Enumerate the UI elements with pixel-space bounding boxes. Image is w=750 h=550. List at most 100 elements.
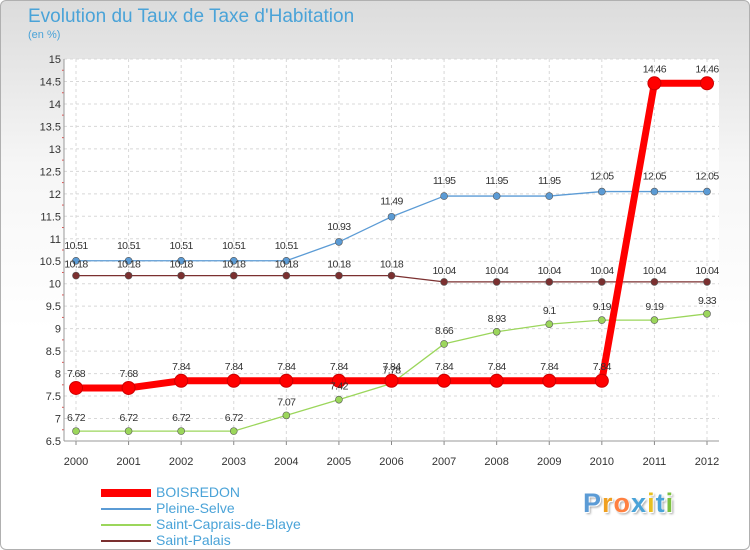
- data-label-saint-palais: 10.18: [222, 259, 246, 271]
- data-label-saint-palais: 10.18: [327, 259, 351, 271]
- x-tick-label: 2003: [222, 456, 246, 468]
- data-point-pleine-selve: [492, 192, 501, 200]
- data-point-saint-palais: [440, 278, 448, 286]
- data-point-pleine-selve: [703, 187, 711, 196]
- data-label-pleine-selve: 12.05: [695, 171, 719, 183]
- data-point-boisredon: [594, 373, 609, 388]
- data-label-boisredon: 14.46: [643, 63, 667, 75]
- data-label-saint-palais: 10.04: [432, 265, 456, 277]
- data-label-saint-caprais-de-blaye: 9.1: [543, 305, 557, 317]
- data-point-saint-palais: [545, 278, 554, 286]
- data-label-saint-palais: 10.18: [64, 259, 88, 271]
- data-point-saint-caprais-de-blaye: [598, 316, 606, 324]
- y-tick-label: 14: [49, 99, 61, 111]
- data-label-saint-palais: 10.04: [643, 265, 667, 277]
- data-label-saint-caprais-de-blaye: 7.78: [382, 364, 401, 376]
- y-tick-label: 8: [55, 369, 61, 381]
- y-tick-label: 12.5: [40, 166, 61, 178]
- legend-swatch: [101, 489, 151, 497]
- data-label-saint-palais: 10.04: [538, 265, 562, 277]
- data-label-boisredon: 7.84: [225, 361, 244, 373]
- data-label-boisredon: 7.84: [172, 361, 191, 373]
- logo-letter: o: [613, 488, 632, 518]
- data-point-saint-palais: [703, 278, 711, 286]
- x-tick-label: 2012: [695, 456, 719, 468]
- data-label-saint-palais: 10.04: [695, 265, 719, 277]
- logo-letter: x: [631, 488, 648, 518]
- logo-letter: P: [583, 488, 603, 518]
- data-point-saint-caprais-de-blaye: [440, 340, 448, 348]
- data-point-pleine-selve: [545, 192, 554, 200]
- logo-letter: i: [647, 488, 656, 518]
- data-label-pleine-selve: 10.51: [117, 240, 141, 252]
- data-point-boisredon: [69, 380, 83, 395]
- data-label-boisredon: 7.84: [593, 361, 612, 373]
- data-label-saint-caprais-de-blaye: 6.72: [120, 412, 139, 424]
- chart-title: Evolution du Taux de Taxe d'Habitation: [28, 6, 355, 27]
- data-label-boisredon: 7.68: [67, 368, 86, 380]
- data-label-boisredon: 7.84: [540, 361, 559, 373]
- data-point-boisredon: [226, 373, 241, 388]
- legend-swatch: [101, 508, 151, 510]
- data-point-boisredon: [437, 373, 452, 388]
- logo-letter: r: [602, 488, 614, 518]
- x-tick-label: 2008: [484, 456, 508, 468]
- data-point-boisredon: [384, 373, 399, 388]
- data-point-saint-palais: [492, 278, 501, 286]
- data-labels: 7.68 7.68 7.84 7.84 7.84 7.84 7.84 7.84 7.84 7.84…: [64, 63, 720, 424]
- data-point-pleine-selve: [650, 187, 659, 196]
- data-label-saint-palais: 10.04: [590, 265, 614, 277]
- y-tick-label: 8.5: [46, 346, 61, 358]
- data-point-pleine-selve: [440, 192, 448, 200]
- x-tick-label: 2006: [379, 456, 403, 468]
- data-label-boisredon: 7.84: [277, 361, 296, 373]
- data-label-saint-caprais-de-blaye: 9.19: [593, 301, 612, 313]
- y-tick-label: 14.5: [40, 76, 61, 88]
- y-tick-label: 12: [49, 189, 61, 201]
- data-point-boisredon: [121, 380, 136, 395]
- data-point-pleine-selve: [282, 256, 291, 265]
- data-point-saint-palais: [598, 278, 606, 286]
- legend-label: Saint-Palais: [156, 532, 231, 548]
- data-point-saint-palais: [335, 271, 343, 280]
- logo-letter: t: [655, 488, 666, 518]
- data-label-pleine-selve: 11.95: [538, 175, 561, 187]
- data-point-saint-caprais-de-blaye: [650, 316, 659, 324]
- x-tick-label: 2004: [274, 456, 298, 468]
- x-tick-label: 2011: [643, 456, 667, 468]
- data-point-boisredon: [542, 373, 557, 388]
- data-point-pleine-selve: [72, 256, 80, 265]
- y-tick-label: 10.5: [40, 256, 61, 268]
- data-label-saint-caprais-de-blaye: 7.07: [277, 396, 296, 408]
- data-label-boisredon: 7.84: [435, 361, 454, 373]
- data-label-pleine-selve: 10.51: [64, 240, 88, 252]
- data-label-saint-palais: 10.04: [485, 265, 509, 277]
- x-tick-label: 2007: [432, 456, 456, 468]
- data-point-saint-palais: [282, 271, 291, 280]
- data-label-saint-palais: 10.18: [380, 259, 404, 271]
- y-tick-label: 10: [49, 279, 61, 291]
- y-tick-label: 11.5: [40, 211, 61, 223]
- data-label-saint-caprais-de-blaye: 8.66: [435, 325, 454, 337]
- data-point-saint-caprais-de-blaye: [545, 320, 554, 328]
- y-tick-label: 7.5: [46, 391, 61, 403]
- legend-swatch: [101, 540, 151, 542]
- x-tick-label: 2005: [327, 456, 351, 468]
- proxiti-logo: Proxiti: [583, 488, 674, 519]
- data-point-boisredon: [647, 76, 662, 91]
- data-label-saint-caprais-de-blaye: 9.33: [698, 295, 717, 307]
- data-label-pleine-selve: 12.05: [643, 171, 667, 183]
- x-tick-label: 2000: [64, 456, 88, 468]
- data-point-boisredon: [489, 373, 504, 388]
- data-label-pleine-selve: 11.49: [380, 196, 403, 208]
- legend-label: Saint-Caprais-de-Blaye: [156, 516, 301, 532]
- data-point-boisredon: [174, 373, 189, 388]
- data-label-saint-palais: 10.18: [117, 259, 141, 271]
- data-label-pleine-selve: 11.95: [433, 175, 456, 187]
- y-tick-label: 13: [49, 144, 61, 156]
- data-point-pleine-selve: [598, 187, 606, 196]
- data-label-boisredon: 7.68: [120, 368, 139, 380]
- legend-label: BOISREDON: [156, 484, 241, 500]
- data-point-boisredon: [700, 76, 714, 91]
- data-label-saint-caprais-de-blaye: 6.72: [67, 412, 86, 424]
